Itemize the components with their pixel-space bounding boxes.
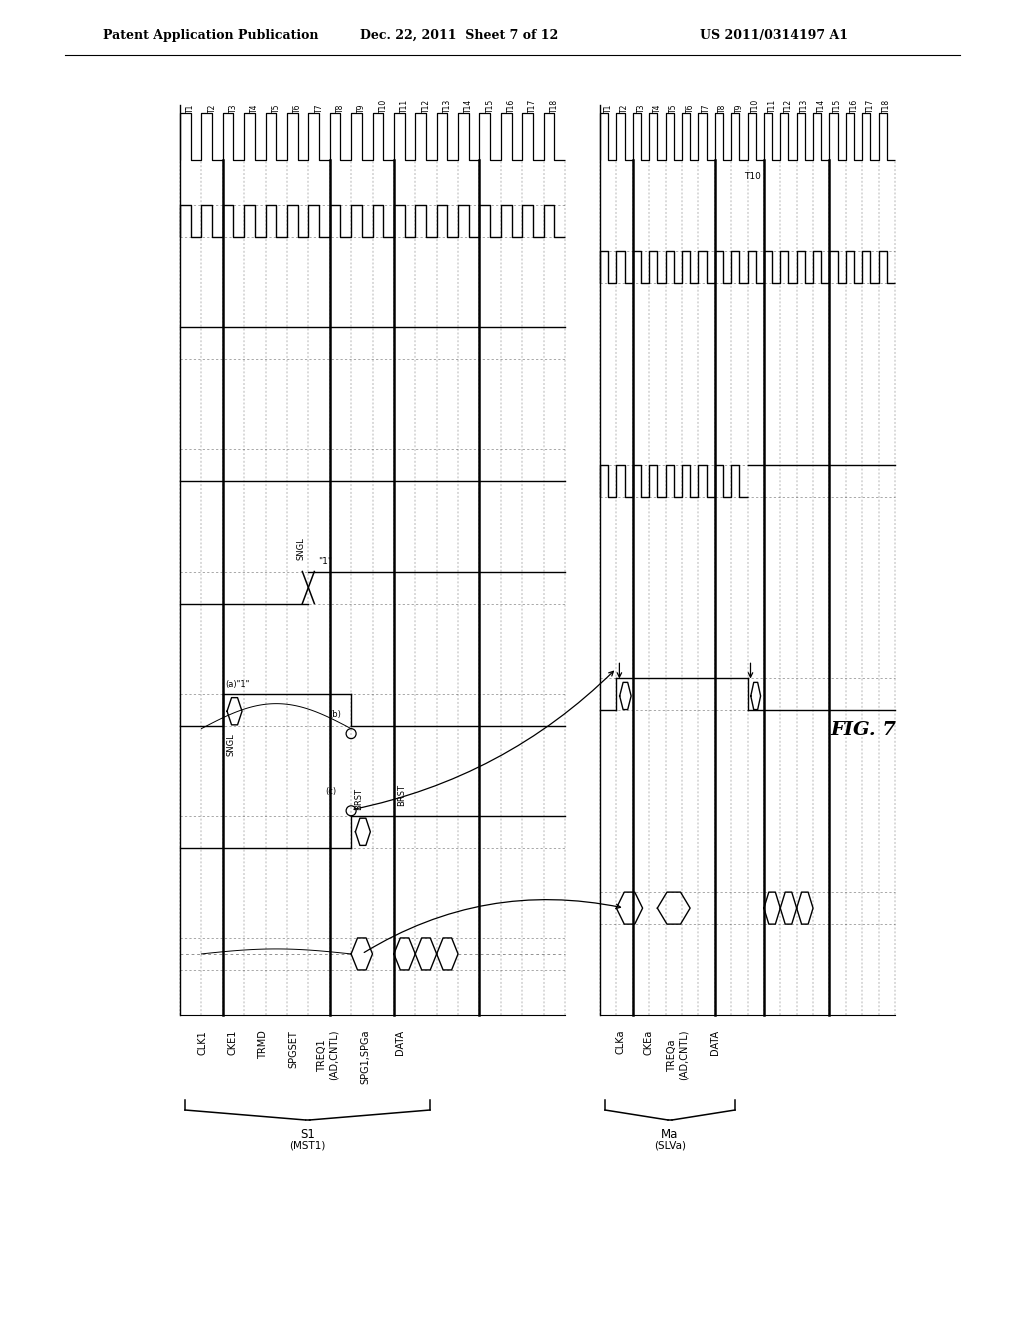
Text: T11: T11 <box>768 99 776 114</box>
Text: SNGL: SNGL <box>226 733 236 755</box>
Text: SPG1,SPGa: SPG1,SPGa <box>360 1030 370 1085</box>
Text: T6: T6 <box>293 103 302 114</box>
Text: T14: T14 <box>464 99 473 114</box>
Text: T6: T6 <box>686 103 694 114</box>
Text: T4: T4 <box>653 103 662 114</box>
Text: "1": "1" <box>318 557 333 566</box>
Text: T3: T3 <box>229 103 238 114</box>
Text: FIG. 7: FIG. 7 <box>830 721 896 739</box>
Text: T14: T14 <box>817 99 825 114</box>
Text: BRST: BRST <box>397 784 406 805</box>
Text: CLKa: CLKa <box>615 1030 625 1055</box>
Text: T18: T18 <box>883 99 891 114</box>
Text: CLK1: CLK1 <box>198 1030 208 1055</box>
Text: T12: T12 <box>422 99 430 114</box>
Text: T18: T18 <box>550 99 559 114</box>
Text: SPGSET: SPGSET <box>288 1030 298 1068</box>
Text: T7: T7 <box>314 103 324 114</box>
Text: T8: T8 <box>336 104 345 114</box>
Text: T1: T1 <box>186 104 196 114</box>
Text: (SLVa): (SLVa) <box>654 1140 686 1150</box>
Text: T10: T10 <box>744 172 762 181</box>
Text: (a)"1": (a)"1" <box>225 680 249 689</box>
Text: T16: T16 <box>507 99 516 114</box>
Text: T16: T16 <box>850 99 858 114</box>
Text: TREQa
(AD,CNTL): TREQa (AD,CNTL) <box>668 1030 689 1081</box>
Text: US 2011/0314197 A1: US 2011/0314197 A1 <box>700 29 848 41</box>
Text: BRST: BRST <box>354 788 364 810</box>
Text: CKE1: CKE1 <box>228 1030 238 1056</box>
Text: T10: T10 <box>752 99 760 114</box>
Text: Dec. 22, 2011  Sheet 7 of 12: Dec. 22, 2011 Sheet 7 of 12 <box>360 29 558 41</box>
Text: T15: T15 <box>834 99 842 114</box>
Text: (b): (b) <box>330 710 341 718</box>
Text: T9: T9 <box>735 103 743 114</box>
Text: T13: T13 <box>442 99 452 114</box>
Text: T8: T8 <box>719 104 727 114</box>
Text: S1: S1 <box>300 1129 315 1140</box>
Text: T17: T17 <box>528 99 538 114</box>
Text: T3: T3 <box>637 103 645 114</box>
Text: DATA: DATA <box>710 1030 720 1055</box>
Text: (MST1): (MST1) <box>290 1140 326 1150</box>
Text: T10: T10 <box>379 99 388 114</box>
Text: T11: T11 <box>400 99 409 114</box>
Text: Patent Application Publication: Patent Application Publication <box>103 29 318 41</box>
Text: TRMD: TRMD <box>258 1030 268 1059</box>
Text: DATA: DATA <box>395 1030 406 1055</box>
Text: T15: T15 <box>485 99 495 114</box>
Text: T2: T2 <box>208 104 217 114</box>
Text: T2: T2 <box>621 104 629 114</box>
Text: T5: T5 <box>271 103 281 114</box>
Text: T4: T4 <box>250 103 259 114</box>
Text: CKEa: CKEa <box>643 1030 653 1055</box>
Text: T7: T7 <box>702 103 711 114</box>
Text: T13: T13 <box>801 99 809 114</box>
Text: TREQ1
(AD,CNTL): TREQ1 (AD,CNTL) <box>317 1030 339 1081</box>
Text: T5: T5 <box>670 103 678 114</box>
Text: SNGL: SNGL <box>296 537 305 560</box>
Text: T9: T9 <box>357 103 367 114</box>
Text: T1: T1 <box>604 104 612 114</box>
Text: T12: T12 <box>784 99 793 114</box>
Text: (c): (c) <box>325 787 336 796</box>
Text: T17: T17 <box>866 99 874 114</box>
Text: Ma: Ma <box>662 1129 679 1140</box>
